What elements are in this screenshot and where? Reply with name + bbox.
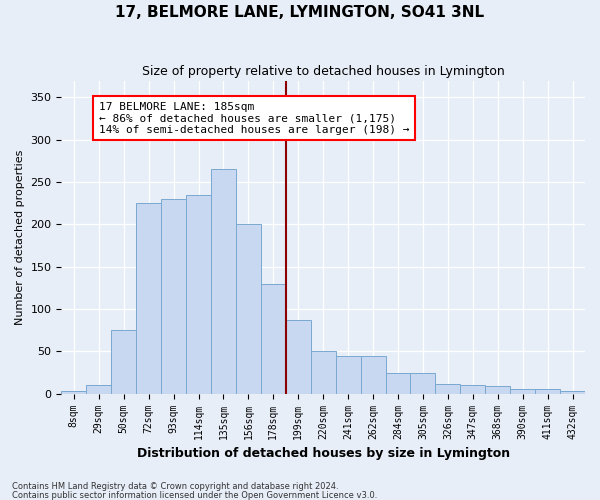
Y-axis label: Number of detached properties: Number of detached properties [15, 150, 25, 325]
Bar [236, 224, 261, 394]
Bar [535, 390, 560, 394]
Bar [211, 170, 236, 394]
Bar [436, 384, 460, 394]
Bar [460, 385, 485, 394]
Bar [410, 372, 436, 394]
Bar [261, 284, 286, 394]
Bar [186, 195, 211, 394]
Bar [161, 199, 186, 394]
X-axis label: Distribution of detached houses by size in Lymington: Distribution of detached houses by size … [137, 447, 510, 460]
Bar [311, 352, 335, 394]
Bar [286, 320, 311, 394]
Bar [86, 385, 111, 394]
Text: Contains public sector information licensed under the Open Government Licence v3: Contains public sector information licen… [12, 490, 377, 500]
Bar [335, 356, 361, 394]
Bar [510, 390, 535, 394]
Bar [386, 372, 410, 394]
Bar [61, 391, 86, 394]
Text: Contains HM Land Registry data © Crown copyright and database right 2024.: Contains HM Land Registry data © Crown c… [12, 482, 338, 491]
Bar [485, 386, 510, 394]
Text: 17, BELMORE LANE, LYMINGTON, SO41 3NL: 17, BELMORE LANE, LYMINGTON, SO41 3NL [115, 5, 485, 20]
Text: 17 BELMORE LANE: 185sqm
← 86% of detached houses are smaller (1,175)
14% of semi: 17 BELMORE LANE: 185sqm ← 86% of detache… [99, 102, 409, 135]
Title: Size of property relative to detached houses in Lymington: Size of property relative to detached ho… [142, 65, 505, 78]
Bar [111, 330, 136, 394]
Bar [560, 391, 585, 394]
Bar [136, 204, 161, 394]
Bar [361, 356, 386, 394]
